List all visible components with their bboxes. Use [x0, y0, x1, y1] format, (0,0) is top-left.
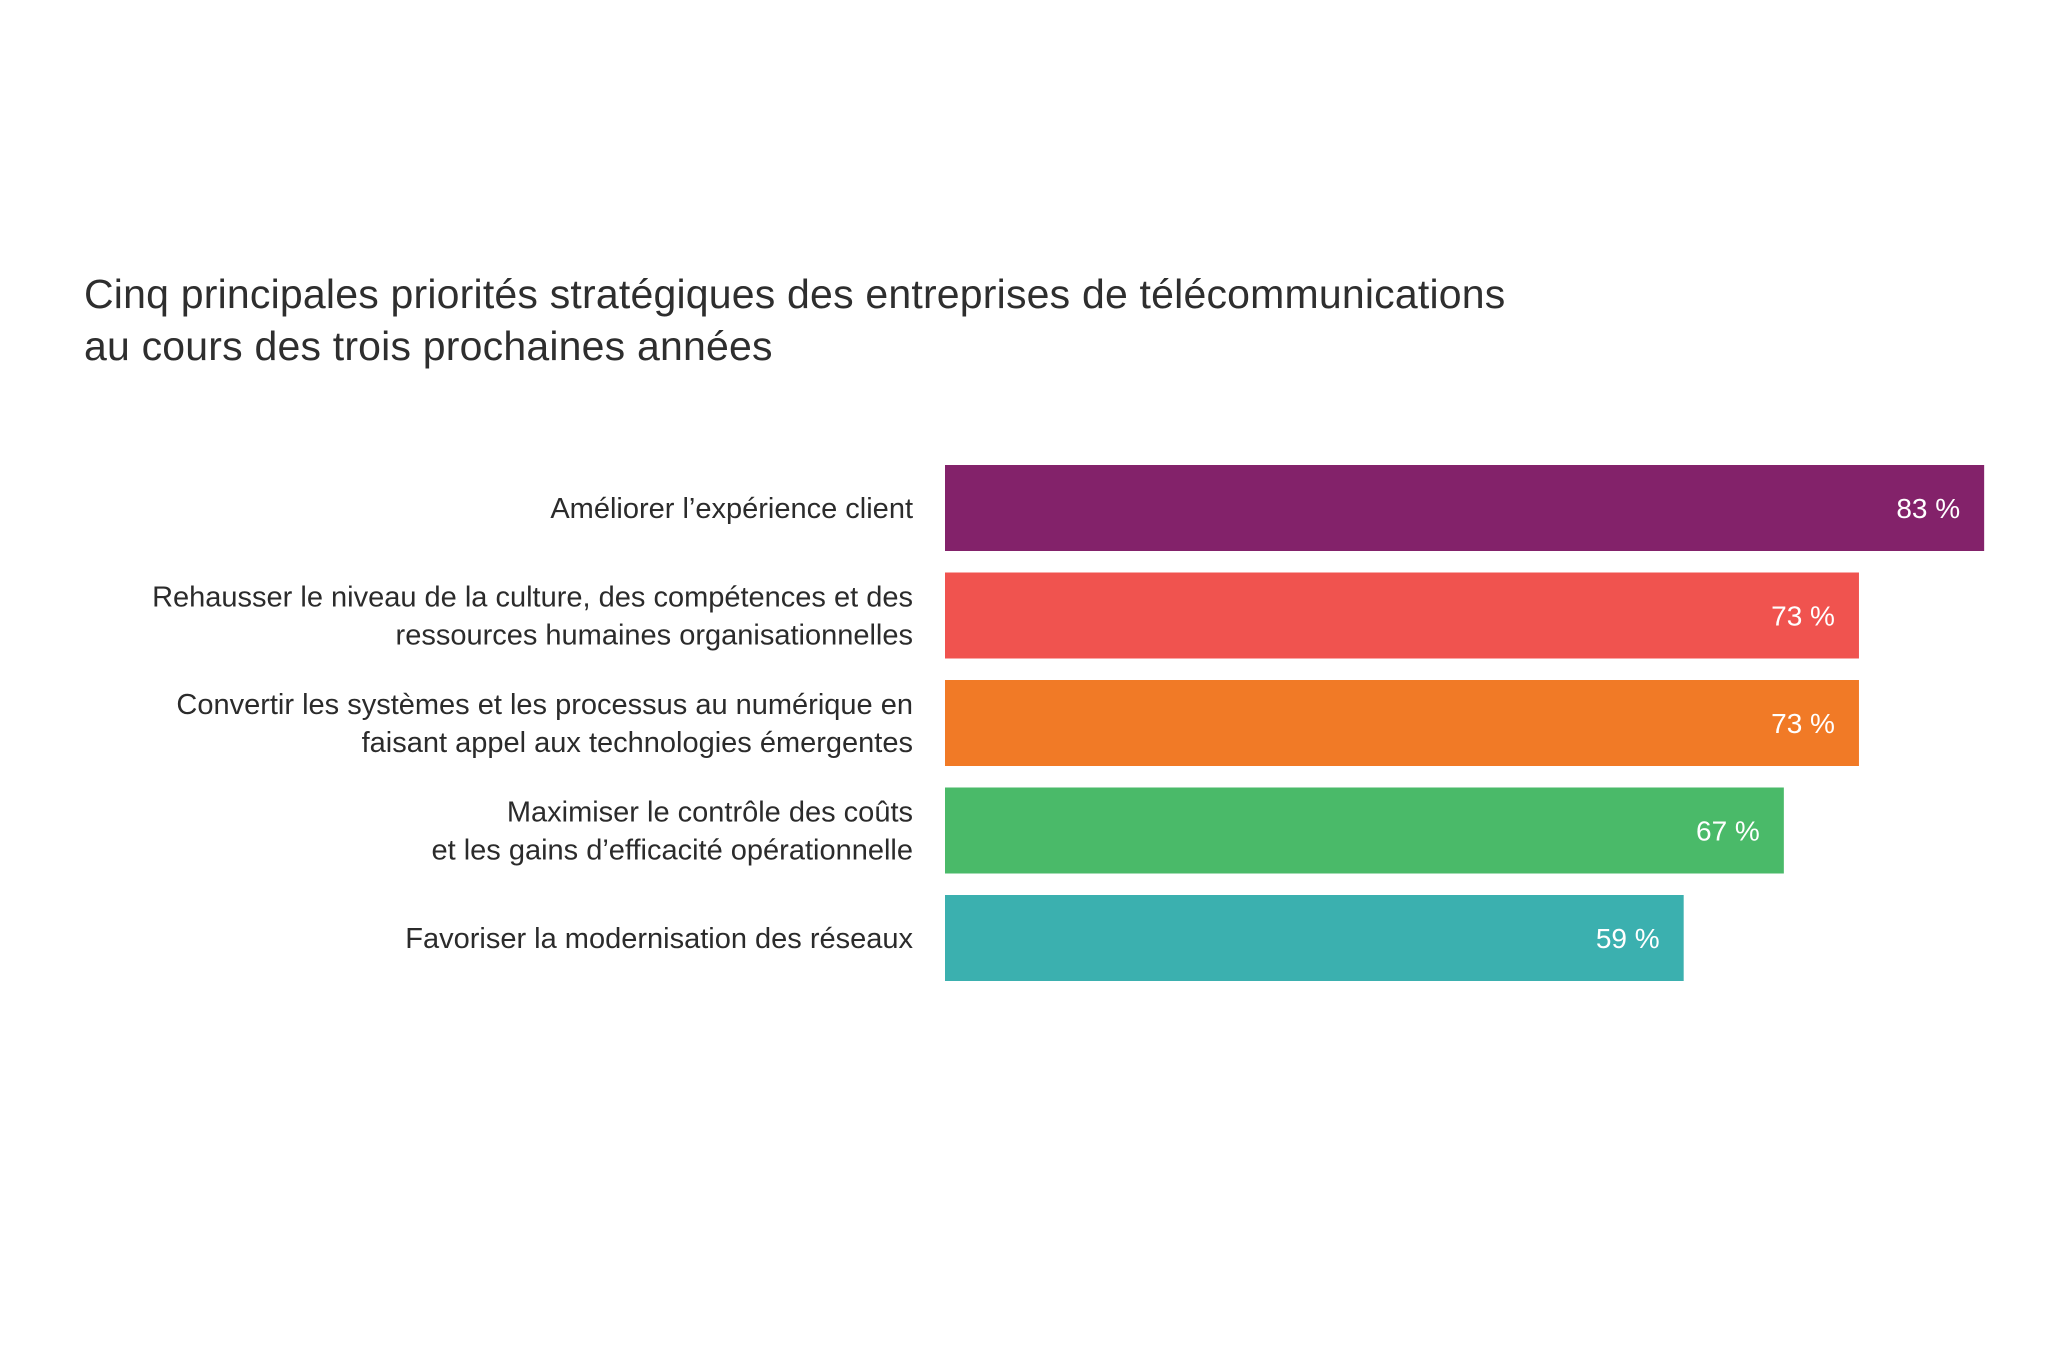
bar-value-label-1: 83 % [1896, 493, 1960, 524]
category-label-1: Améliorer l’expérience client [550, 493, 913, 525]
category-label-4: Maximiser le contrôle des coûts et les ga… [431, 797, 913, 867]
bar-4 [945, 787, 1784, 874]
category-label-3-line-2: faisant appel aux technologies émergente… [362, 727, 913, 759]
bar-value-label-3: 73 % [1771, 708, 1835, 739]
category-label-2-line-1: Rehausser le niveau de la culture, des c… [152, 582, 913, 614]
category-label-4-line-1: Maximiser le contrôle des coûts [507, 797, 913, 829]
category-label-4-line-2: et les gains d’efficacité opérationnelle [431, 835, 913, 867]
category-label-1-line-1: Améliorer l’expérience client [550, 493, 913, 525]
bar-2 [945, 572, 1859, 659]
category-label-3: Convertir les systèmes et les processus … [176, 689, 913, 759]
bar-value-label-5: 59 % [1596, 923, 1660, 954]
category-label-5: Favoriser la modernisation des réseaux [405, 923, 913, 955]
chart-title: Cinq principales priorités stratégiques … [84, 268, 1784, 372]
bar-value-label-2: 73 % [1771, 601, 1835, 632]
bar-value-label-4: 67 % [1696, 816, 1760, 847]
chart-title-line-2: au cours des trois prochaines années [84, 323, 773, 369]
bar-1 [945, 465, 1985, 551]
category-label-5-line-1: Favoriser la modernisation des réseaux [405, 923, 913, 955]
category-label-2: Rehausser le niveau de la culture, des c… [152, 582, 913, 652]
category-label-2-line-2: ressources humaines organisationnelles [396, 620, 913, 652]
chart-title-line-1: Cinq principales priorités stratégiques … [84, 271, 1506, 317]
bar-5 [945, 895, 1684, 981]
bar-3 [945, 680, 1859, 766]
category-label-3-line-1: Convertir les systèmes et les processus … [176, 689, 913, 721]
